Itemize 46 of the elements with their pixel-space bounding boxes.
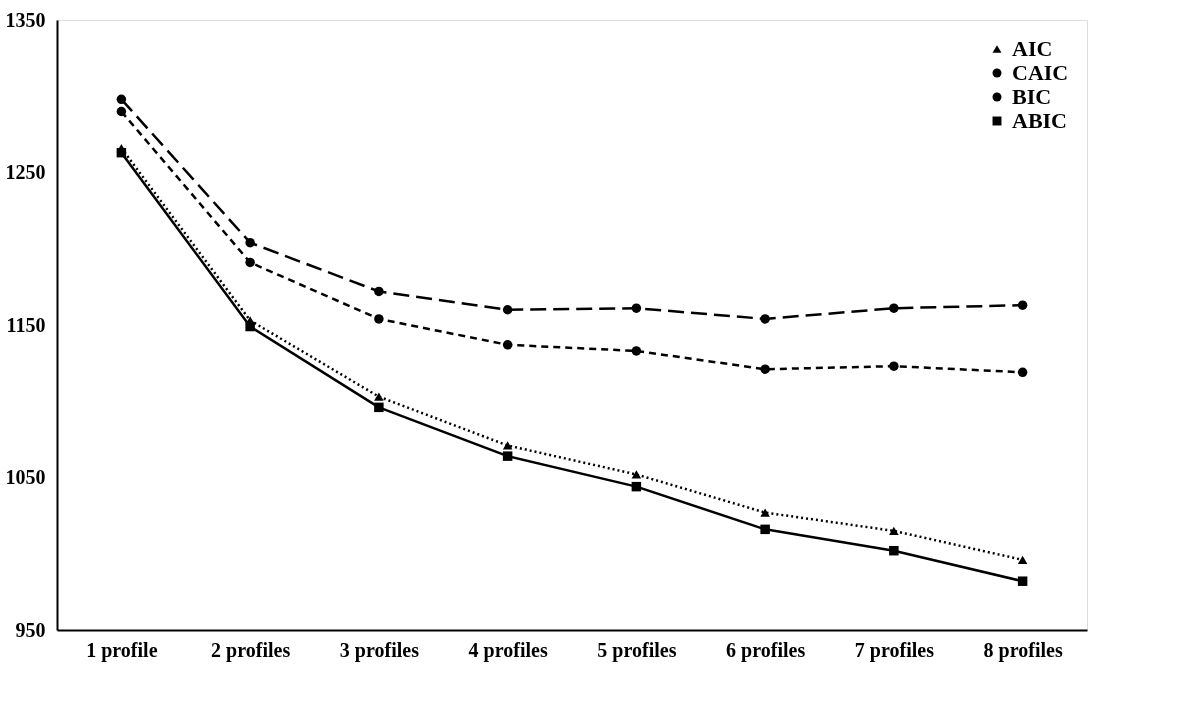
point	[245, 316, 255, 325]
point	[1017, 555, 1028, 564]
x-tick-label: 5 profiles	[597, 638, 677, 662]
y-tick-label: 950	[15, 618, 46, 641]
point	[760, 364, 770, 374]
point	[760, 314, 770, 324]
y-tick-label: 1150	[6, 313, 46, 336]
x-tick-label: 6 profiles	[726, 638, 806, 662]
point	[760, 508, 770, 517]
x-tick-label: 1 profile	[86, 638, 158, 662]
legend-label: ABIC	[1012, 108, 1068, 133]
x-tick-label: 2 profiles	[211, 638, 291, 662]
point	[374, 286, 384, 297]
y-tick-label: 1250	[5, 161, 46, 183]
legend-label: BIC	[1012, 84, 1052, 109]
point	[374, 392, 384, 401]
point	[631, 303, 642, 313]
y-tick-label: 1050	[5, 466, 46, 488]
x-tick-label: 8 profiles	[983, 638, 1063, 662]
x-tick-label: 4 profiles	[468, 638, 548, 662]
point	[889, 545, 899, 556]
x-tick-label: 3 profiles	[339, 638, 420, 662]
point	[1017, 300, 1028, 310]
point	[502, 340, 513, 350]
legend-label: CAIC	[1012, 60, 1069, 85]
point	[502, 441, 513, 450]
point	[374, 402, 384, 413]
point	[1017, 367, 1028, 378]
x-tick-label: 7 profiles	[854, 638, 935, 662]
point	[502, 451, 513, 461]
point	[631, 346, 642, 356]
point	[889, 303, 899, 313]
point	[116, 94, 127, 105]
point	[374, 314, 384, 324]
point	[1017, 576, 1028, 586]
point	[760, 524, 770, 535]
point	[116, 106, 127, 117]
point	[889, 526, 899, 535]
y-tick-label: 1350	[5, 8, 46, 31]
point	[245, 257, 255, 268]
point	[889, 361, 899, 371]
legend-label: AIC	[1012, 36, 1053, 61]
point	[631, 470, 642, 479]
point	[502, 305, 513, 315]
point	[245, 237, 255, 248]
point	[631, 481, 642, 492]
